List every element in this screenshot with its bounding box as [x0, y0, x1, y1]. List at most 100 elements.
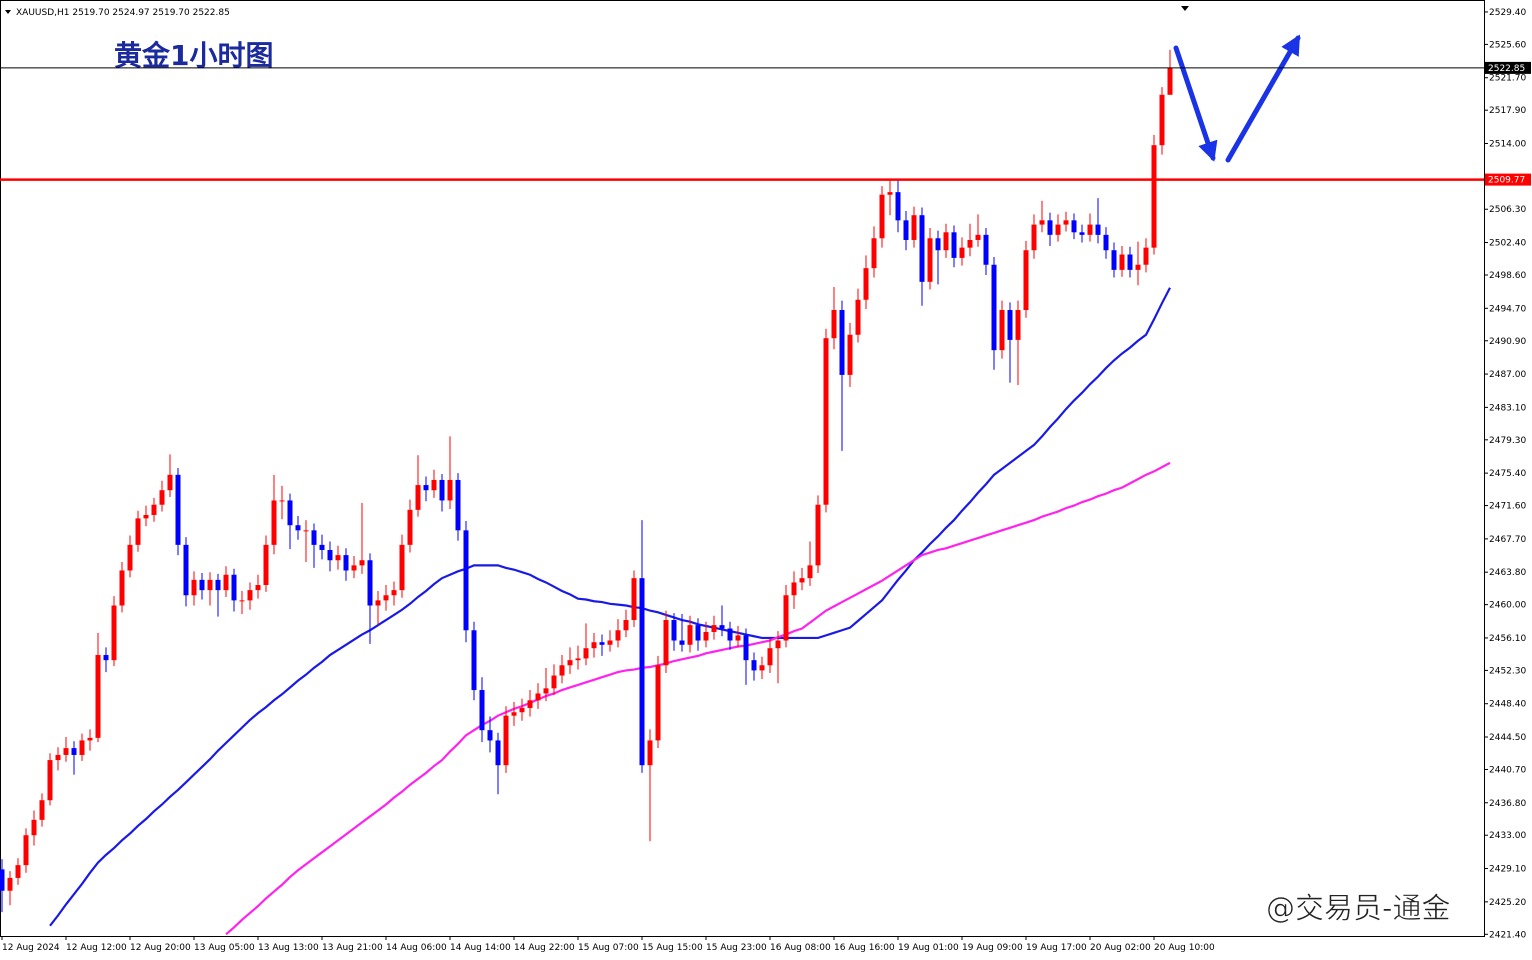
candle-body — [1015, 310, 1021, 340]
candle-body — [1039, 220, 1045, 225]
candle-body — [1071, 220, 1077, 233]
candle-body — [447, 479, 453, 501]
y-tick-label: 2490.90 — [1489, 337, 1526, 347]
candle-body — [159, 490, 165, 505]
candle-body — [135, 518, 141, 545]
candle-body — [247, 590, 253, 601]
y-tick-label: 2452.30 — [1489, 666, 1526, 676]
x-tick-label: 12 Aug 12:00 — [66, 943, 127, 953]
candle-body — [343, 555, 349, 571]
x-tick-label: 13 Aug 13:00 — [258, 943, 319, 953]
x-tick-label: 20 Aug 02:00 — [1090, 943, 1151, 953]
candle-body — [591, 642, 597, 649]
y-tick-label: 2425.20 — [1489, 898, 1526, 908]
chart-header: XAUUSD,H1 2519.70 2524.97 2519.70 2522.8… — [16, 8, 230, 18]
candle-body — [991, 264, 997, 351]
candle-body — [799, 578, 805, 583]
menu-triangle — [5, 10, 11, 14]
x-tick-label: 14 Aug 06:00 — [386, 943, 447, 953]
y-tick-label: 2433.00 — [1489, 831, 1526, 841]
candle-body — [575, 658, 581, 661]
candle-body — [999, 310, 1005, 351]
candle-body — [967, 239, 973, 248]
x-tick-label: 16 Aug 08:00 — [770, 943, 831, 953]
candle-body — [167, 474, 173, 491]
candle-body — [63, 748, 69, 755]
candle-body — [327, 549, 333, 561]
x-tick-label: 13 Aug 05:00 — [194, 943, 255, 953]
candle-body — [975, 234, 981, 240]
up-arrow — [1225, 34, 1301, 163]
candle-body — [399, 544, 405, 591]
candle-body — [655, 665, 661, 741]
candle-body — [711, 625, 717, 632]
candle-body — [407, 509, 413, 545]
y-tick-label: 2479.30 — [1489, 436, 1526, 446]
shift-marker — [1181, 6, 1189, 11]
y-tick-label: 2463.80 — [1489, 568, 1526, 578]
candle-body — [311, 530, 317, 545]
candle-body — [479, 690, 485, 731]
price-label: 2509.77 — [1488, 176, 1525, 186]
x-tick-label: 13 Aug 21:00 — [322, 943, 383, 953]
candle-body — [551, 675, 557, 689]
candle-body — [1063, 220, 1069, 225]
candle-body — [71, 748, 77, 755]
candle-body — [103, 655, 109, 661]
candle-body — [215, 579, 221, 591]
candle-body — [823, 338, 829, 505]
candle-body — [871, 238, 877, 269]
candle-body — [263, 544, 269, 585]
candle-body — [335, 555, 341, 561]
candle-body — [455, 479, 461, 531]
y-tick-label: 2440.70 — [1489, 765, 1526, 775]
plot-frame — [0, 0, 1485, 937]
candle-body — [687, 625, 693, 645]
y-tick-label: 2529.40 — [1489, 8, 1526, 18]
candle-body — [303, 530, 309, 532]
x-tick-label: 16 Aug 16:00 — [834, 943, 895, 953]
candle-body — [919, 215, 925, 282]
price-label-box — [1485, 61, 1531, 74]
candle-body — [183, 544, 189, 596]
candle-body — [7, 877, 13, 891]
candle-body — [1151, 145, 1157, 248]
candle-body — [471, 630, 477, 691]
candle-body — [143, 514, 149, 519]
y-tick-label: 2436.80 — [1489, 799, 1526, 809]
candle-body — [815, 504, 821, 566]
candle-body — [1143, 247, 1149, 265]
candle-body — [55, 754, 61, 761]
candle-body — [783, 595, 789, 641]
candle-body — [735, 635, 741, 641]
candle-body — [943, 232, 949, 251]
candle-body — [31, 819, 37, 836]
x-tick-label: 12 Aug 2024 — [2, 943, 60, 953]
candle-body — [239, 600, 245, 602]
candle-body — [791, 582, 797, 596]
candle-body — [647, 740, 653, 766]
candle-body — [439, 479, 445, 501]
candle-body — [1135, 264, 1141, 270]
moving-average-line — [225, 461, 1171, 936]
candle-body — [223, 574, 229, 591]
candle-body — [375, 600, 381, 606]
candle-body — [935, 238, 941, 251]
candle-body — [1111, 250, 1117, 270]
candle-body — [671, 620, 677, 641]
y-tick-label: 2444.50 — [1489, 733, 1526, 743]
x-tick-label: 15 Aug 07:00 — [578, 943, 639, 953]
candle-body — [87, 737, 93, 741]
candle-body — [1087, 224, 1093, 235]
candle-body — [119, 570, 125, 606]
moving-average-line — [49, 287, 1171, 927]
candle-body — [855, 299, 861, 335]
candle-body — [0, 869, 5, 891]
candle-body — [567, 660, 573, 666]
candle-body — [703, 631, 709, 641]
candle-body — [319, 544, 325, 550]
candle-body — [279, 500, 285, 502]
y-tick-label: 2494.70 — [1489, 304, 1526, 314]
